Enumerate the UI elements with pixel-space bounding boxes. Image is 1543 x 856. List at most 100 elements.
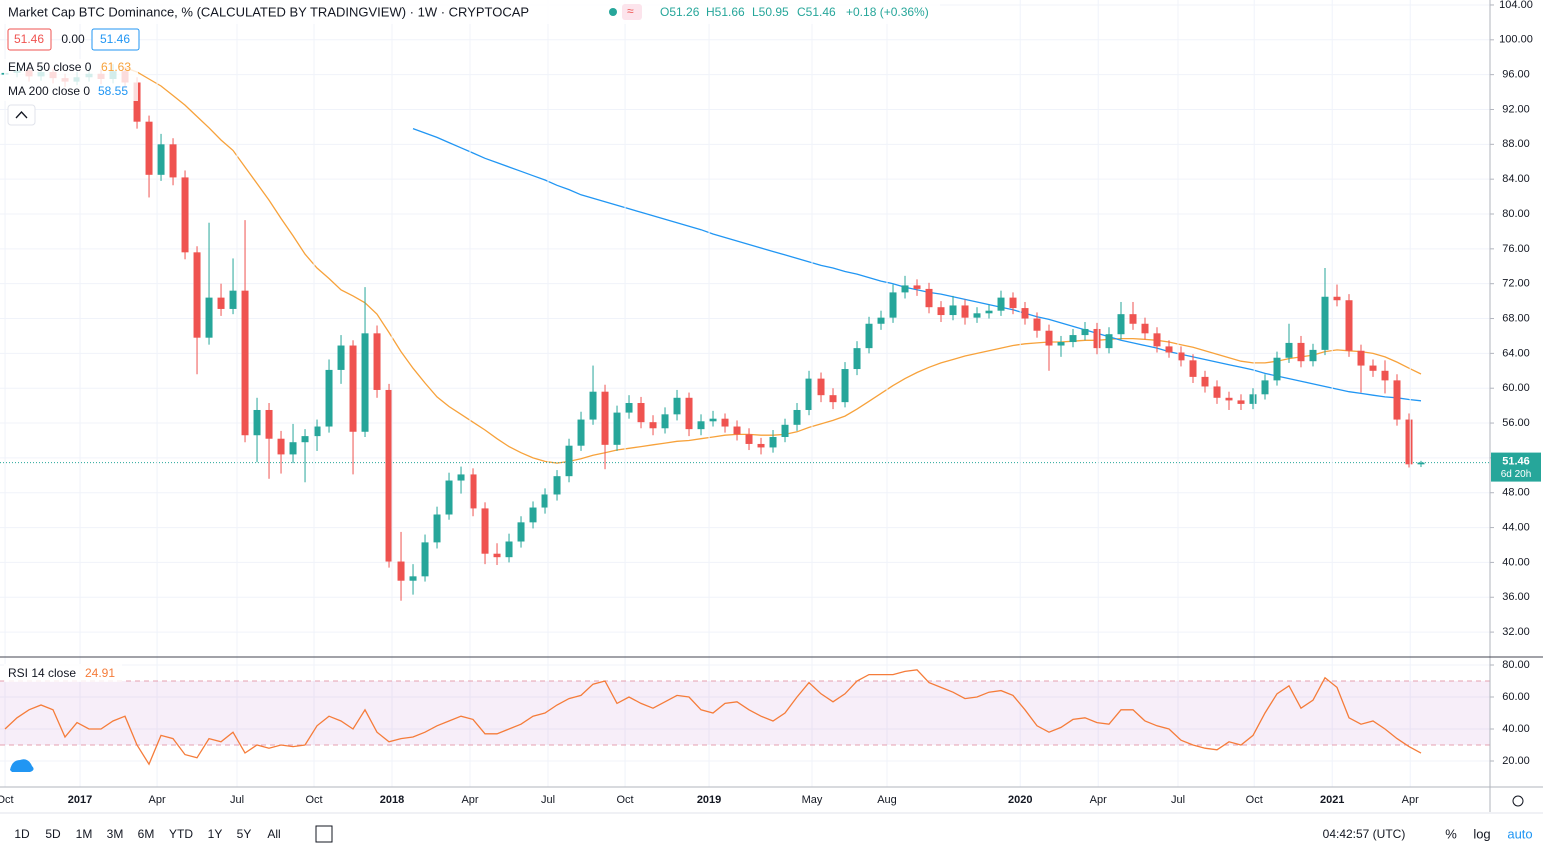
candle-body	[889, 292, 897, 318]
candle-body	[613, 412, 621, 445]
y-tick-label: 48.00	[1502, 487, 1530, 499]
candle-body	[1369, 365, 1377, 371]
range-button[interactable]: 6M	[138, 827, 155, 841]
status-icon: ≈	[627, 4, 634, 18]
candle-body	[385, 389, 393, 562]
candle-body	[1189, 360, 1197, 377]
candle-body	[601, 391, 609, 445]
settings-icon[interactable]	[1512, 795, 1524, 807]
candle-body	[433, 514, 441, 543]
x-tick-label: Apr	[1402, 794, 1419, 806]
candle-body	[349, 345, 357, 432]
ohlc-low: L50.95	[752, 5, 789, 19]
candle-body	[1321, 296, 1329, 350]
date-range-icon[interactable]	[315, 825, 333, 843]
candle-body	[673, 397, 681, 415]
candle-body	[829, 395, 837, 403]
candle-body	[337, 345, 345, 370]
ohlc-close: C51.46	[797, 5, 836, 19]
candle-body	[565, 445, 573, 477]
range-button[interactable]: 1Y	[208, 827, 223, 841]
x-tick-label: 2019	[697, 794, 721, 806]
candle-body	[505, 541, 513, 558]
candle-body	[145, 121, 153, 175]
candle-body	[217, 297, 225, 309]
rsi-band	[0, 681, 1490, 745]
candle-body	[493, 553, 501, 558]
candle-body	[589, 391, 597, 420]
x-tick-label: May	[802, 794, 823, 806]
candle-body	[1261, 380, 1269, 395]
symbol-title: Market Cap BTC Dominance, % (CALCULATED …	[8, 4, 529, 19]
candle-body	[937, 307, 945, 316]
candle-body	[253, 409, 261, 436]
x-tick-label: Apr	[461, 794, 478, 806]
x-tick-label: 2017	[68, 794, 92, 806]
candle-body	[793, 409, 801, 425]
candle-body	[277, 438, 285, 455]
candle-body	[1177, 352, 1185, 361]
status-dot	[609, 8, 617, 16]
candle-body	[625, 403, 633, 413]
last-price-label: 51.46	[1502, 455, 1530, 467]
candle-body	[973, 313, 981, 318]
candle-body	[985, 310, 993, 314]
candle-body	[949, 305, 957, 316]
tv-logo[interactable]	[10, 759, 34, 772]
candle-body	[157, 144, 165, 175]
candle-body	[457, 474, 465, 481]
candle-body	[1093, 328, 1101, 349]
scale-option[interactable]: %	[1445, 826, 1457, 841]
y-tick-label: 104.00	[1499, 0, 1533, 11]
candle-body	[529, 507, 537, 523]
scale-option[interactable]: auto	[1507, 826, 1532, 841]
scale-option[interactable]: log	[1473, 826, 1490, 841]
candle-body	[1225, 397, 1233, 401]
y-tick-label: 80.00	[1502, 208, 1530, 220]
candle-body	[925, 288, 933, 308]
candle-body	[241, 290, 249, 436]
candle-body	[745, 434, 753, 444]
range-button[interactable]: 5D	[45, 827, 61, 841]
candle-body	[469, 474, 477, 509]
x-tick-label: Jul	[541, 794, 555, 806]
y-tick-label: 80.00	[1502, 659, 1530, 671]
range-button[interactable]: All	[267, 827, 280, 841]
rsi-last-value: 24.91	[85, 666, 115, 680]
ask-box[interactable]	[91, 28, 140, 51]
candle-body	[481, 508, 489, 554]
bid-box[interactable]	[7, 28, 52, 51]
range-button[interactable]: 1D	[14, 827, 30, 841]
candle-body	[577, 419, 585, 446]
rsi-legend-bg	[4, 664, 122, 682]
x-tick-label: 2021	[1320, 794, 1344, 806]
x-tick-label: 2020	[1008, 794, 1032, 806]
x-tick-label: Oct	[1246, 794, 1263, 806]
legend-bg	[0, 0, 940, 24]
ask-value: 51.46	[100, 32, 130, 46]
bar-countdown: 6d 20h	[1501, 469, 1532, 480]
candle-body	[541, 494, 549, 508]
y-tick-label: 96.00	[1502, 69, 1530, 81]
range-button[interactable]: YTD	[169, 827, 193, 841]
candle-body	[1393, 380, 1401, 420]
candle-body	[781, 424, 789, 437]
candle-body	[661, 414, 669, 429]
toolbar: 1D 5D 1M 3M 6M YTD 1Y 5Y All% log auto	[14, 826, 1532, 841]
range-button[interactable]: 5Y	[237, 827, 252, 841]
candle-body	[517, 522, 525, 542]
candle-body	[1345, 300, 1353, 351]
candle-body	[733, 426, 741, 435]
range-button[interactable]: 1M	[76, 827, 93, 841]
candle-body	[289, 442, 297, 455]
candle-body	[445, 480, 453, 515]
y-tick-label: 88.00	[1502, 138, 1530, 150]
range-button[interactable]: 3M	[107, 827, 124, 841]
candle-body	[181, 177, 189, 253]
collapse-legend[interactable]	[7, 104, 36, 126]
candle-body	[169, 144, 177, 178]
ma-last-value: 58.55	[98, 84, 128, 98]
candle-body	[1129, 314, 1137, 324]
